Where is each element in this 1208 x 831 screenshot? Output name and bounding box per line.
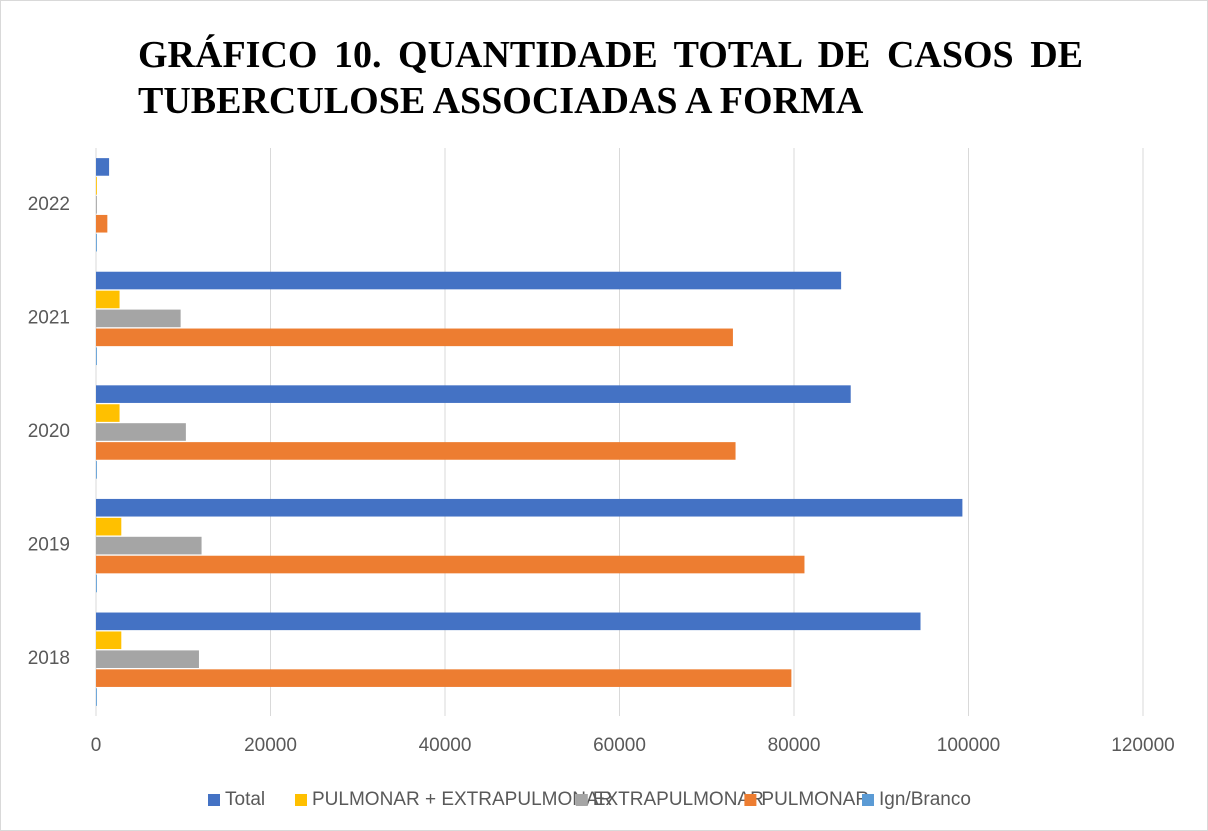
bar — [96, 195, 97, 214]
bar — [96, 328, 733, 347]
bar — [96, 574, 97, 593]
bar — [96, 385, 851, 403]
x-tick-label: 60000 — [593, 735, 646, 756]
bar — [96, 498, 963, 517]
y-tick-label: 2022 — [28, 194, 70, 215]
bar — [96, 177, 97, 195]
bar — [96, 688, 97, 706]
legend-swatch — [208, 794, 220, 806]
bar — [96, 233, 97, 252]
bar — [96, 158, 110, 176]
legend-swatch — [862, 794, 874, 806]
bar — [96, 461, 97, 479]
x-tick-label: 120000 — [1111, 735, 1174, 756]
legend-label: Total — [225, 789, 265, 810]
bar — [96, 214, 108, 233]
x-tick-label: 20000 — [244, 735, 297, 756]
y-tick-label: 2021 — [28, 307, 70, 328]
bar — [96, 423, 186, 441]
x-tick-label: 100000 — [937, 735, 1000, 756]
legend-swatch — [575, 794, 588, 806]
bar — [96, 271, 842, 290]
legend-label: PULMONAR — [761, 789, 869, 810]
bar — [96, 536, 202, 555]
bar — [96, 669, 792, 687]
bar — [96, 404, 120, 422]
legend-label: PULMONAR + EXTRAPULMONAR — [312, 789, 612, 810]
legend-label: Ign/Branco — [879, 789, 971, 810]
bar — [96, 555, 805, 574]
bar — [96, 650, 199, 669]
y-tick-label: 2020 — [28, 421, 70, 442]
bar — [96, 517, 122, 536]
x-tick-label: 40000 — [419, 735, 472, 756]
y-tick-label: 2018 — [28, 648, 70, 669]
bar — [96, 631, 122, 650]
bar — [96, 309, 181, 328]
legend-swatch — [744, 794, 757, 806]
x-tick-label: 80000 — [768, 735, 821, 756]
bar — [96, 347, 97, 366]
x-tick-label: 0 — [91, 735, 102, 756]
bar — [96, 612, 921, 631]
bar — [96, 442, 736, 460]
y-tick-label: 2019 — [28, 535, 70, 556]
chart-title: GRÁFICO 10. QUANTIDADE TOTAL DE CASOS DE… — [138, 34, 1083, 122]
legend-label: EXTRAPULMONAR — [593, 789, 764, 810]
bar — [96, 290, 120, 309]
legend-swatch — [295, 794, 307, 806]
